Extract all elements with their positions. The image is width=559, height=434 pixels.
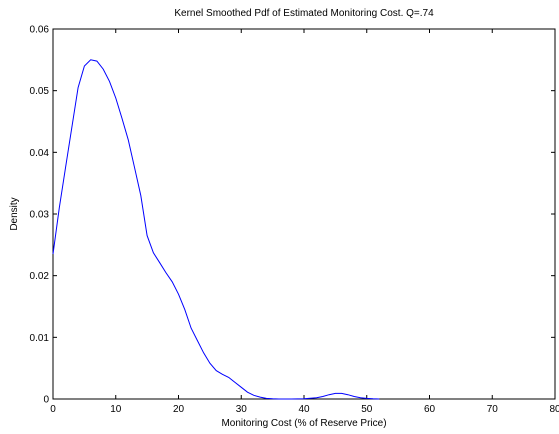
plot-area: 0 10 20 30 40 50 60 70 80 00.010.020.030.040.050… xyxy=(30,25,559,416)
y-tick-label: 0.01 xyxy=(30,333,50,344)
density-series-line xyxy=(52,59,380,400)
x-tick-label: 60 xyxy=(424,404,436,415)
x-tick-label: 0 xyxy=(50,404,56,415)
x-tick-label: 30 xyxy=(236,404,248,415)
x-tick-label: 10 xyxy=(110,404,122,415)
y-tick-label: 0.02 xyxy=(30,271,50,282)
x-tick-label: 50 xyxy=(361,404,373,415)
y-tick-label: 0.06 xyxy=(30,25,50,36)
x-tick-label: 40 xyxy=(298,404,310,415)
plot-frame xyxy=(52,28,556,400)
chart-title: Kernel Smoothed Pdf of Estimated Monitor… xyxy=(174,8,434,19)
x-axis-ticks: 0 10 20 30 40 50 60 70 80 xyxy=(50,29,559,415)
y-axis-ticks: 0 0.01 0.02 0.03 0.04 0.05 0.06 xyxy=(30,25,555,406)
x-tick-label: 70 xyxy=(487,404,499,415)
y-tick-label: 0.03 xyxy=(30,210,50,221)
y-axis-label: Density xyxy=(9,197,20,230)
x-tick-label: 20 xyxy=(173,404,185,415)
y-tick-label: 0 xyxy=(43,395,49,406)
y-tick-label: 0.04 xyxy=(30,148,50,159)
x-axis-label: Monitoring Cost (% of Reserve Price) xyxy=(221,418,386,429)
x-tick-label: 80 xyxy=(549,404,559,415)
y-tick-label: 0.05 xyxy=(30,86,50,97)
